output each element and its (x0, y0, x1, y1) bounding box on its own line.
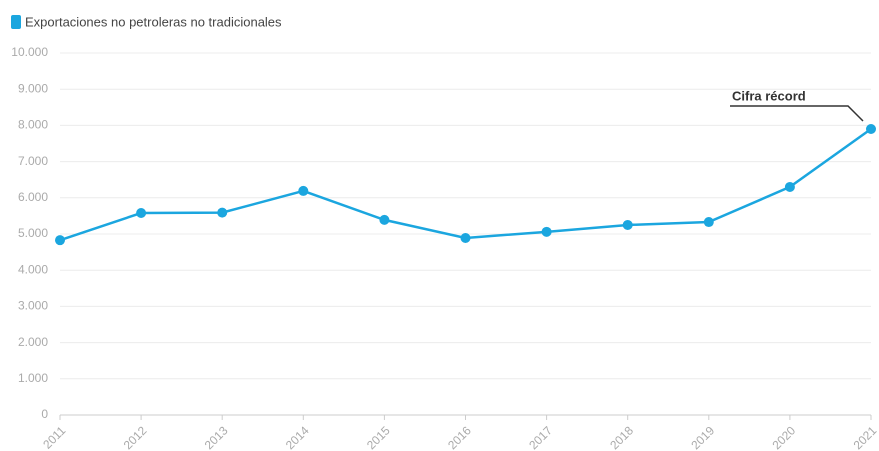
point (460, 232, 471, 243)
line (59, 128, 872, 242)
point (298, 185, 309, 196)
y-tick-label: 4.000 (18, 262, 48, 276)
point (379, 214, 390, 225)
y-tick-label: 10.000 (11, 45, 48, 59)
x-tick-label: 2019 (688, 423, 717, 451)
annotation: Cifra récord (732, 88, 806, 103)
x-tick-label: 2014 (283, 423, 312, 451)
y-tick-label: 5.000 (18, 226, 48, 240)
x-tick-label: 2017 (526, 423, 555, 451)
x-tick-label: 2013 (202, 423, 231, 451)
point (784, 181, 795, 192)
y-tick-label: 7.000 (18, 154, 48, 168)
x-tick-label: 2016 (445, 423, 474, 451)
y-tick-label: 0 (41, 407, 48, 421)
y-tick-label: 3.000 (18, 299, 48, 313)
x-tick-label: 2015 (364, 423, 393, 451)
point (136, 208, 147, 219)
legend-swatch (11, 15, 21, 29)
point (622, 219, 633, 230)
annotation-line (730, 105, 864, 122)
y-tick-label: 8.000 (18, 118, 48, 132)
x-tick-label: 2011 (40, 423, 68, 451)
point (541, 226, 552, 237)
x-tick-label: 2021 (851, 423, 879, 451)
x-tick-label: 2020 (769, 423, 798, 451)
legend-label: Exportaciones no petroleras no tradicion… (25, 14, 282, 29)
point (55, 235, 65, 246)
x-tick-label: 2012 (121, 423, 150, 451)
point (866, 124, 876, 135)
y-tick-label: 9.000 (18, 81, 48, 95)
y-tick-label: 2.000 (18, 335, 48, 349)
point (703, 217, 714, 228)
x-tick-label: 2018 (607, 423, 636, 451)
y-tick-label: 6.000 (18, 190, 48, 204)
point (217, 207, 228, 218)
y-tick-label: 1.000 (18, 371, 48, 385)
